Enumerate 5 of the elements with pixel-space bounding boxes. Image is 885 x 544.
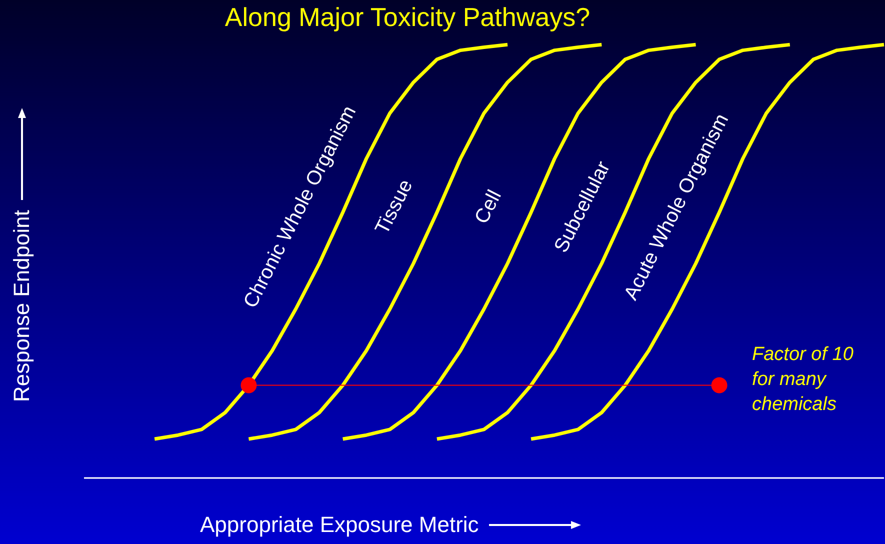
y-axis-title: Response Endpoint xyxy=(9,210,35,402)
annotation: Factor of 10 for many chemicals xyxy=(752,343,854,417)
chart-title: Along Major Toxicity Pathways? xyxy=(224,2,592,33)
text: Cell xyxy=(470,186,506,228)
x-axis-title: Appropriate Exposure Metric xyxy=(200,512,479,538)
